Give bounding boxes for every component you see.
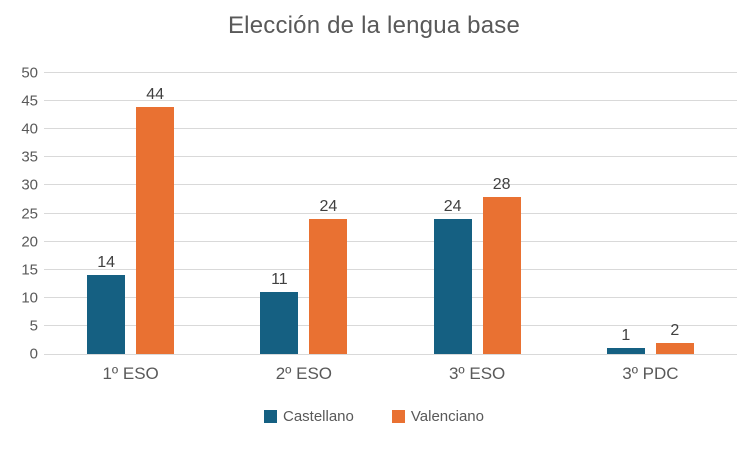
gridline	[44, 100, 737, 102]
y-tick-label: 30	[21, 176, 38, 194]
legend: Castellano Valenciano	[0, 408, 748, 425]
gridline	[44, 324, 737, 326]
bar	[136, 106, 175, 354]
bar	[309, 219, 348, 354]
x-category-label: 2º ESO	[275, 364, 333, 383]
value-label: 24	[319, 198, 338, 216]
gridline	[44, 240, 737, 242]
gridline	[44, 156, 737, 158]
bar	[482, 196, 521, 354]
bar-valenciano: 44	[136, 73, 175, 354]
value-label: 44	[146, 85, 165, 103]
bar-group: 11 24	[217, 73, 390, 354]
value-label: 24	[443, 198, 462, 216]
gridline	[44, 212, 737, 214]
x-category-label: 3º PDC	[622, 364, 679, 383]
gridline	[44, 128, 737, 130]
legend-label: Castellano	[282, 408, 354, 425]
bar-valenciano: 2	[655, 73, 694, 354]
y-tick-label: 15	[21, 261, 38, 279]
legend-label: Valenciano	[410, 408, 484, 425]
value-label: 28	[492, 175, 511, 193]
gridline	[44, 268, 737, 270]
y-tick-label: 10	[21, 289, 38, 307]
bar	[260, 292, 299, 354]
bar-group: 24 28	[391, 73, 564, 354]
x-axis: 1º ESO 2º ESO 3º ESO 3º PDC	[44, 364, 737, 384]
gridline	[44, 184, 737, 186]
plot-area: 14 44 11 24 24 28 1 2	[44, 72, 737, 355]
gridline	[44, 296, 737, 298]
bar-valenciano: 24	[309, 73, 348, 354]
legend-swatch-icon	[263, 410, 277, 423]
x-category-label: 1º ESO	[102, 364, 159, 383]
bar	[433, 219, 472, 354]
y-tick-label: 35	[21, 148, 38, 166]
bar	[87, 275, 126, 354]
bar	[606, 348, 645, 354]
gridline	[44, 72, 737, 73]
y-tick-label: 50	[21, 64, 38, 82]
y-tick-label: 5	[29, 317, 38, 335]
bar-groups: 14 44 11 24 24 28 1 2	[44, 73, 737, 354]
legend-item-castellano: Castellano	[263, 408, 354, 425]
y-tick-label: 0	[29, 345, 38, 363]
legend-swatch-icon	[391, 410, 405, 423]
y-tick-label: 20	[21, 233, 38, 251]
bar-group: 14 44	[44, 73, 217, 354]
bar-castellano: 24	[433, 73, 472, 354]
value-label: 2	[670, 321, 680, 339]
y-tick-label: 45	[21, 92, 38, 110]
bar	[655, 342, 694, 354]
legend-item-valenciano: Valenciano	[391, 408, 484, 425]
bar-castellano: 1	[606, 73, 645, 354]
y-tick-label: 25	[21, 205, 38, 222]
x-category-label: 3º ESO	[448, 364, 506, 383]
y-tick-label: 40	[21, 120, 38, 138]
value-label: 1	[621, 327, 631, 345]
bar-valenciano: 28	[482, 73, 521, 354]
value-label: 14	[97, 254, 116, 272]
chart-title: Elección de la lengua base	[227, 12, 521, 39]
bar-castellano: 11	[260, 73, 299, 354]
bar-castellano: 14	[87, 73, 126, 354]
value-label: 11	[271, 271, 288, 289]
